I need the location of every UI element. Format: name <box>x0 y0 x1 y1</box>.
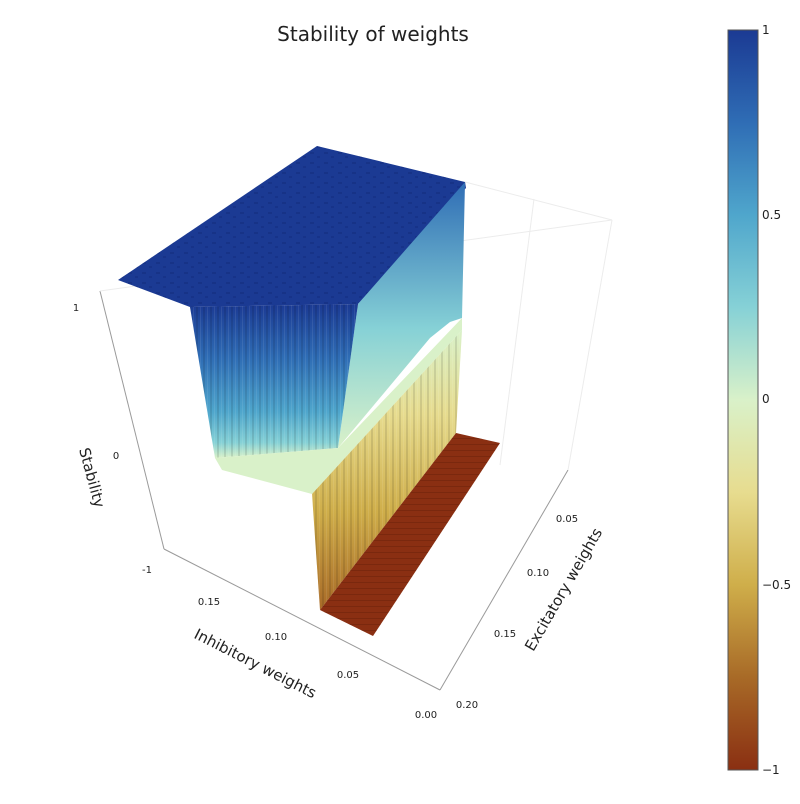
z-axis-ticks: -1 0 1 <box>73 303 152 576</box>
axis-frame <box>99 290 569 691</box>
surface-plot <box>118 146 500 636</box>
colorbar-tick-label-0: 1 <box>762 23 770 37</box>
x-tick-label-2: 0.10 <box>265 632 287 643</box>
surface-floor-lines <box>320 433 500 636</box>
z-tick-label-0: -1 <box>142 565 152 576</box>
z-tick-label-1: 0 <box>113 451 119 462</box>
colorbar-tick-label-3: −0.5 <box>762 578 791 592</box>
chart-title: Stability of weights <box>277 22 469 46</box>
y-tick-label-2: 0.15 <box>494 629 516 640</box>
colorbar: 1 0.5 0 −0.5 −1 <box>727 23 791 777</box>
surface-right-face <box>338 182 465 448</box>
x-tick-label-3: 0.15 <box>198 597 220 608</box>
y-tick-label-0: 0.05 <box>556 514 578 525</box>
surface-lower-wall-stripes <box>312 330 462 610</box>
z-axis-label: Stability <box>75 446 108 510</box>
x-tick-label-1: 0.05 <box>337 670 359 681</box>
x-axis-label: Inhibitory weights <box>191 625 319 702</box>
y-tick-label-1: 0.10 <box>527 568 549 579</box>
y-axis-label: Excitatory weights <box>521 525 606 654</box>
surface-upper-wall-stripes <box>190 304 358 458</box>
surface-step-ledge <box>215 318 462 494</box>
x-axis-ticks: 0.00 0.05 0.10 0.15 <box>198 597 437 721</box>
colorbar-tick-label-4: −1 <box>762 763 780 777</box>
colorbar-tick-label-2: 0 <box>762 392 770 406</box>
z-tick-label-2: 1 <box>73 303 79 314</box>
colorbar-ticks: 1 0.5 0 −0.5 −1 <box>762 23 791 777</box>
y-axis-ticks: 0.05 0.10 0.15 0.20 <box>456 514 578 711</box>
colorbar-gradient <box>727 29 759 771</box>
x-tick-label-0: 0.00 <box>415 710 437 721</box>
surface-top-texture <box>118 146 466 307</box>
y-tick-label-3: 0.20 <box>456 700 478 711</box>
colorbar-tick-label-1: 0.5 <box>762 208 781 222</box>
